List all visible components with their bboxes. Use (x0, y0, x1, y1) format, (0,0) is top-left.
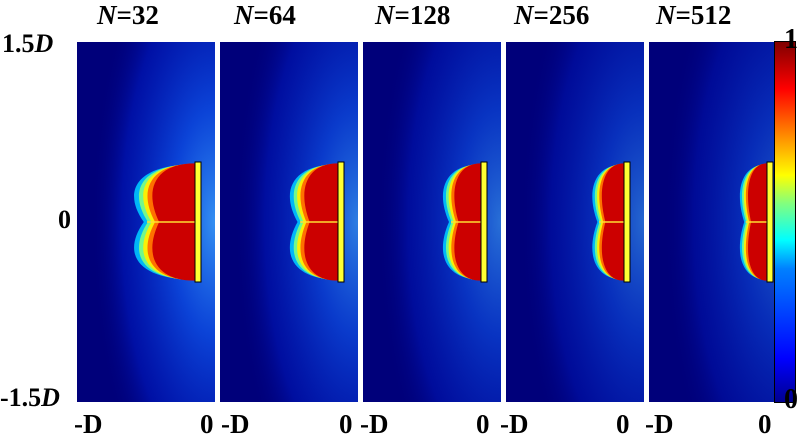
title-val: =256 (533, 0, 590, 30)
x-label-right-3: 0 (476, 409, 490, 439)
y-bottom-value: -1.5 (0, 383, 42, 412)
field-panel-1 (77, 42, 215, 402)
title-var: N (234, 0, 254, 30)
x-label-right-1: 0 (200, 409, 214, 439)
x-label-left-5: -D (645, 409, 674, 439)
panel-title-1: N=32 (97, 2, 159, 29)
field-panel-4 (506, 42, 644, 402)
panel-title-4: N=256 (514, 2, 589, 29)
x-label-left-2: -D (221, 409, 250, 439)
x-label-left-3: -D (360, 409, 389, 439)
x-label-left-4: -D (500, 409, 529, 439)
title-val: =32 (116, 0, 159, 30)
field-plot (77, 42, 215, 402)
y-label-mid: 0 (58, 205, 71, 234)
colorbar-min-label: 0 (784, 384, 798, 415)
y-top-value: 1.5 (2, 29, 35, 58)
field-plot (506, 42, 644, 402)
panel-title-3: N=128 (375, 2, 450, 29)
panel-title-2: N=64 (234, 2, 296, 29)
x-label-left-1: -D (74, 409, 103, 439)
x-label-right-2: 0 (339, 409, 353, 439)
title-var: N (514, 0, 534, 30)
x-label-right-4: 0 (616, 409, 630, 439)
x-label-right-5: 0 (758, 409, 772, 439)
y-top-unit: D (34, 29, 54, 58)
title-var: N (656, 0, 676, 30)
y-label-top: 1.5D (2, 31, 53, 57)
field-panel-5 (649, 42, 787, 402)
field-plot (363, 42, 501, 402)
field-panel-2 (220, 42, 358, 402)
title-var: N (97, 0, 117, 30)
title-val: =512 (675, 0, 732, 30)
field-panel-3 (363, 42, 501, 402)
field-plot (649, 42, 787, 402)
field-plot (220, 42, 358, 402)
title-val: =128 (394, 0, 451, 30)
title-var: N (375, 0, 395, 30)
y-label-bottom: -1.5D (0, 385, 60, 411)
colorbar-max-label: 1 (784, 24, 798, 55)
title-val: =64 (253, 0, 296, 30)
panel-title-5: N=512 (656, 2, 731, 29)
colorbar (774, 41, 796, 403)
y-bottom-unit: D (41, 383, 60, 412)
